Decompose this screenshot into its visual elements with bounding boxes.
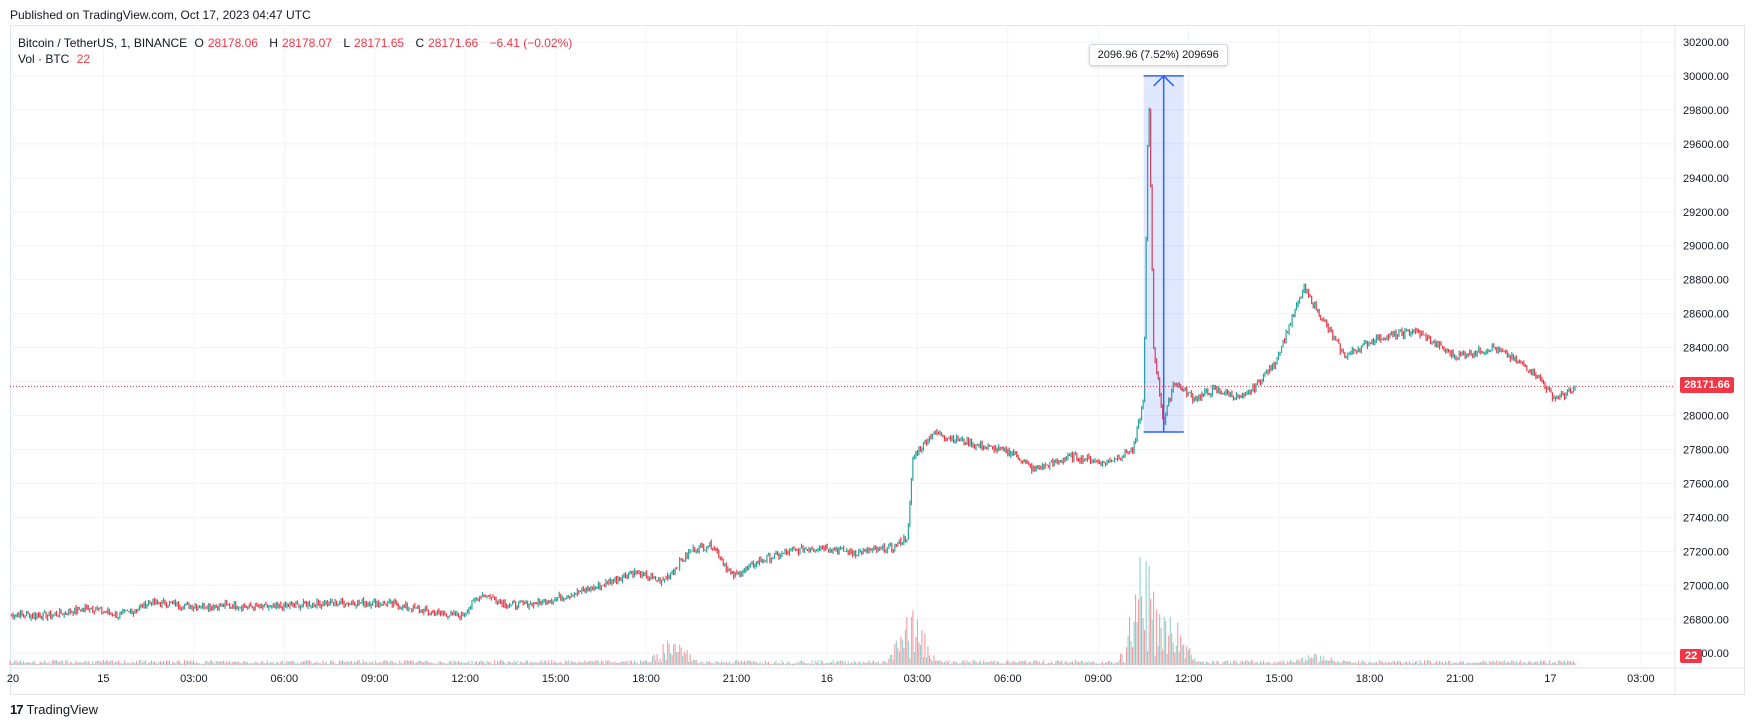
x-tick-label: 15:00	[542, 673, 570, 685]
y-tick-label: 28600.00	[1683, 309, 1729, 321]
x-tick-label: 15:00	[1265, 673, 1293, 685]
x-tick-label: 16	[821, 673, 833, 685]
measure-tooltip: 2096.96 (7.52%) 209696	[1088, 43, 1228, 66]
low-value: L 28171.65	[343, 36, 405, 50]
last-price-badge: 28171.66	[1680, 377, 1734, 394]
tradingview-brand[interactable]: 17 TradingView	[10, 702, 98, 717]
y-tick-label: 30000.00	[1683, 71, 1729, 83]
last-volume-badge: 22	[1680, 649, 1703, 663]
x-tick-label: 09:00	[361, 673, 389, 685]
x-tick-label: 06:00	[271, 673, 299, 685]
open-value: O 28178.06	[194, 36, 258, 50]
brand-name: TradingView	[26, 702, 99, 717]
x-tick-label: 18:00	[1356, 673, 1384, 685]
volume-row: Vol · BTC 22	[18, 51, 576, 67]
measure-arrow-head	[1153, 74, 1175, 87]
y-tick-label: 29600.00	[1683, 139, 1729, 151]
y-tick-label: 28000.00	[1683, 411, 1729, 423]
x-tick-label: 06:00	[994, 673, 1022, 685]
x-tick-label: 15	[97, 673, 109, 685]
x-tick-label: 09:00	[1084, 673, 1112, 685]
chart-frame[interactable]	[10, 25, 1745, 695]
published-caption: Published on TradingView.com, Oct 17, 20…	[10, 8, 311, 22]
chart-legend: Bitcoin / TetherUS, 1, BINANCE O 28178.06…	[18, 35, 576, 67]
y-tick-label: 27200.00	[1683, 546, 1729, 558]
high-value: H 28178.07	[269, 36, 333, 50]
x-tick-label: 17	[1544, 673, 1556, 685]
y-tick-label: 27400.00	[1683, 512, 1729, 524]
volume-label[interactable]: Vol · BTC	[18, 52, 70, 66]
volume-value: 22	[76, 52, 91, 66]
close-value: C 28171.66	[415, 36, 479, 50]
y-tick-label: 27800.00	[1683, 444, 1729, 456]
x-tick-label: 03:00	[904, 673, 932, 685]
x-tick-label: 12:00	[451, 673, 479, 685]
y-tick-label: 26800.00	[1683, 614, 1729, 626]
x-tick-label: 03:00	[180, 673, 208, 685]
x-tick-label: 20	[7, 673, 19, 685]
y-tick-label: 28800.00	[1683, 275, 1729, 287]
y-tick-label: 28400.00	[1683, 343, 1729, 355]
y-tick-label: 29400.00	[1683, 173, 1729, 185]
tradingview-logo-icon: 17	[10, 702, 24, 717]
y-tick-label: 27000.00	[1683, 580, 1729, 592]
x-tick-label: 12:00	[1175, 673, 1203, 685]
symbol-label[interactable]: Bitcoin / TetherUS, 1, BINANCE	[18, 36, 188, 50]
x-tick-label: 03:00	[1627, 673, 1655, 685]
y-tick-label: 30200.00	[1683, 37, 1729, 49]
x-tick-label: 21:00	[723, 673, 751, 685]
y-tick-label: 27600.00	[1683, 478, 1729, 490]
change-value: −6.41 (−0.02%)	[489, 36, 573, 50]
ohlc-row: Bitcoin / TetherUS, 1, BINANCE O 28178.06…	[18, 35, 576, 51]
y-tick-label: 29200.00	[1683, 207, 1729, 219]
y-tick-label: 29000.00	[1683, 241, 1729, 253]
y-tick-label: 29800.00	[1683, 105, 1729, 117]
x-tick-label: 18:00	[632, 673, 660, 685]
x-tick-label: 21:00	[1446, 673, 1474, 685]
